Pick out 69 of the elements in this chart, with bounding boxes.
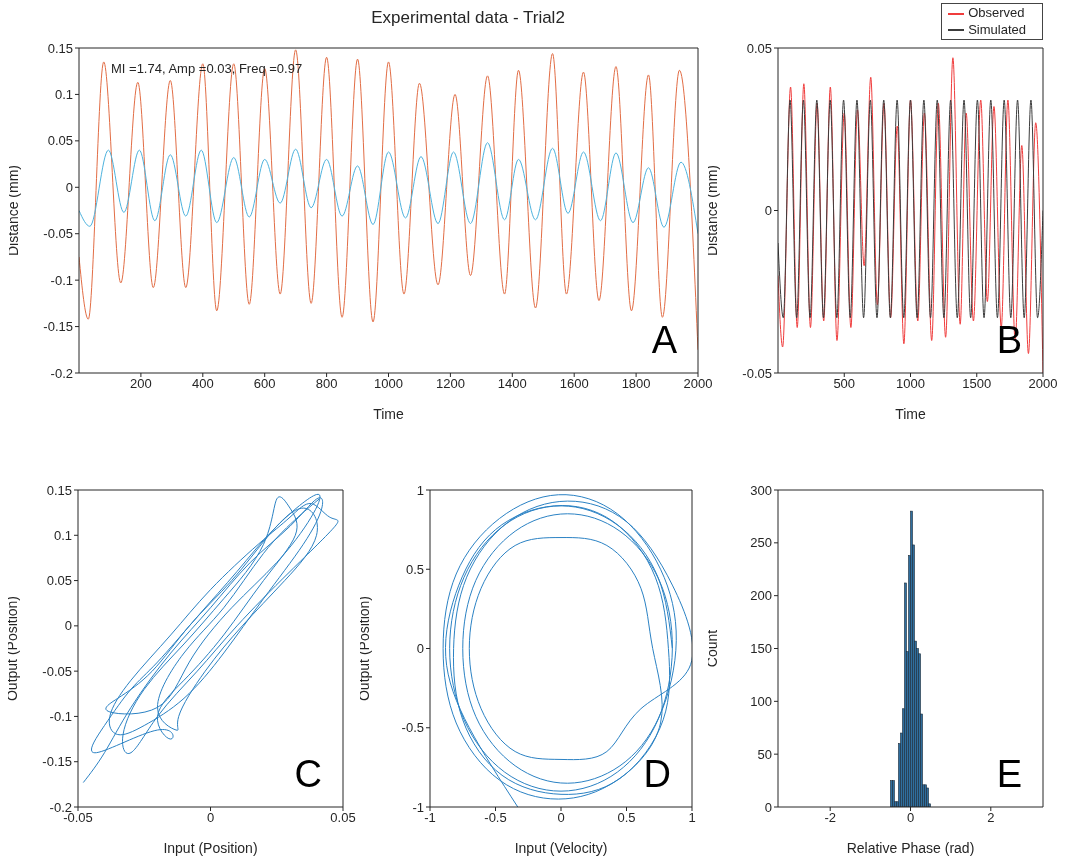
x-axis-title: Input (Velocity) [514,840,608,856]
y-tick-label: 300 [750,482,772,498]
x-tick-label: 2000 [1028,376,1058,392]
y-tick-label: 0 [764,799,772,815]
x-tick-label: 500 [833,376,856,392]
x-tick-label: -2 [824,810,836,826]
y-tick-label: 0.1 [54,87,73,103]
x-tick-label: 600 [253,376,276,392]
y-tick-label: -1 [412,799,424,815]
y-tick-label: -0.5 [401,720,424,736]
y-tick-label: -0.15 [42,754,72,770]
y-tick-label: 0 [65,179,73,195]
x-tick-label: 0.5 [617,810,636,826]
legend-label: Simulated [968,21,1026,37]
line-series [778,99,1043,319]
chart-title: Experimental data - Trial2 [370,8,566,28]
line-series [442,494,692,807]
y-tick-label: 0.05 [46,573,72,589]
annotation: C [294,752,322,797]
x-tick-label: 400 [191,376,214,392]
annotation: B [996,318,1022,363]
x-tick-label: 1500 [962,376,992,392]
y-tick-label: 0.05 [47,133,73,149]
legend-label: Observed [968,5,1025,20]
y-tick-label: -0.15 [43,319,73,335]
y-tick-label: 0.1 [53,527,72,543]
y-tick-label: 250 [750,535,772,551]
y-axis-title: Count [703,629,720,668]
y-tick-label: 0.15 [47,40,73,56]
y-tick-label: 50 [757,746,772,762]
x-tick-label: 1400 [497,376,527,392]
y-tick-label: -0.1 [50,272,73,288]
x-tick-label: 2000 [683,376,713,392]
y-tick-label: 0.5 [405,561,424,577]
x-tick-label: 0.05 [330,810,356,826]
y-tick-label: -0.05 [43,226,73,242]
y-tick-label: 0 [64,618,72,634]
y-tick-label: 150 [750,641,772,657]
x-tick-label: 1200 [435,376,465,392]
y-tick-label: 0.05 [746,40,772,56]
x-tick-label: 1000 [374,376,403,392]
y-tick-label: -0.05 [742,365,772,381]
y-tick-label: -0.1 [49,709,72,725]
x-tick-label: 200 [130,376,152,392]
x-tick-label: 1 [688,810,696,826]
y-tick-label: 0.15 [46,482,72,498]
x-axis-title: Relative Phase (rad) [846,840,975,856]
y-tick-label: 0 [764,203,772,219]
annotation: A [651,318,677,363]
x-tick-label: 1800 [621,376,651,392]
y-tick-label: 1 [416,482,424,498]
x-tick-label: 1000 [896,376,925,392]
y-tick-label: 200 [750,588,772,604]
x-tick-label: 2 [987,810,995,826]
x-axis-title: Time [895,406,927,422]
y-tick-label: 100 [750,693,772,709]
x-tick-label: 0 [206,810,215,826]
annotation: D [643,752,671,797]
x-tick-label: 800 [315,376,338,392]
x-tick-label: 0 [557,810,565,826]
x-axis-title: Time [373,406,405,422]
x-tick-label: 1600 [559,376,589,392]
y-tick-label: -0.05 [42,663,72,679]
x-tick-label: 0 [906,810,915,826]
y-tick-label: 0 [416,641,424,657]
x-tick-label: -0.5 [484,810,507,826]
y-tick-label: -0.2 [50,365,73,381]
x-axis-title: Input (Position) [163,840,258,856]
annotation: E [996,752,1022,797]
